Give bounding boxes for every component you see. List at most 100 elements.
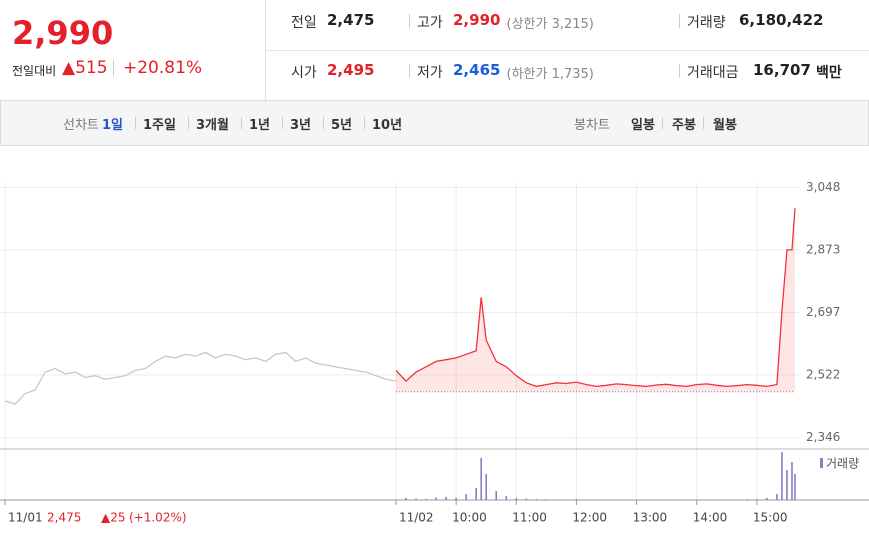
x-tick-label: 10:00 xyxy=(452,511,487,525)
period-tab[interactable]: 1주일 xyxy=(143,118,176,133)
volume-bar xyxy=(565,499,568,500)
candle-tab[interactable]: 주봉 xyxy=(672,118,696,133)
summary-extra: (하한가 1,735) xyxy=(506,67,594,82)
period-tab[interactable]: 1일 xyxy=(102,118,124,133)
prev-day-change: ▲25 xyxy=(101,511,126,525)
row-divider xyxy=(266,50,869,51)
volume-bar xyxy=(595,499,598,500)
separator xyxy=(188,117,189,129)
volume-bar xyxy=(705,499,708,500)
separator xyxy=(323,117,324,129)
volume-bar xyxy=(505,496,508,500)
price: 2,990 xyxy=(12,14,114,52)
volume-bar xyxy=(485,474,488,500)
summary-value: 2,475 xyxy=(327,11,375,29)
volume-bar xyxy=(746,499,748,500)
volume-bar xyxy=(545,499,548,500)
separator xyxy=(135,117,136,129)
quote-header: 2,990 전일대비 ▲515 +20.81% 전일 2,475 고가 2,990 (상… xyxy=(0,0,869,101)
volume-bar xyxy=(791,462,793,500)
volume-bar xyxy=(515,498,518,500)
separator xyxy=(703,117,704,129)
volume-bar xyxy=(480,458,482,500)
volume-bar xyxy=(756,499,758,500)
summary-label: 고가 xyxy=(417,15,443,31)
change-rate: +20.81% xyxy=(123,58,203,78)
volume-bar xyxy=(605,499,608,500)
y-tick-label: 2,346 xyxy=(806,430,840,444)
x-tick-label: 12:00 xyxy=(572,511,607,525)
volume-bar xyxy=(525,498,528,500)
volume-bar xyxy=(625,499,628,500)
volume-bar xyxy=(665,499,668,500)
candle-tab[interactable]: 일봉 xyxy=(631,118,655,133)
line xyxy=(395,208,796,388)
summary-label: 저가 xyxy=(417,65,443,81)
x-tick-label: 11/02 xyxy=(399,511,434,525)
volume-bar xyxy=(425,499,427,500)
candle-tab[interactable]: 월봉 xyxy=(713,118,737,133)
volume-bar xyxy=(405,498,407,500)
volume-bar xyxy=(736,499,738,500)
summary-unit: 백만 xyxy=(816,65,842,81)
period-tab[interactable]: 3년 xyxy=(290,118,312,133)
line-chart-label: 선차트 xyxy=(63,118,99,133)
y-tick-label: 2,522 xyxy=(806,367,840,381)
volume-bar xyxy=(766,498,768,500)
volume-bar xyxy=(685,499,688,500)
period-tab[interactable]: 5년 xyxy=(331,118,353,133)
summary-label: 거래대금 xyxy=(687,65,739,81)
change: ▲515 xyxy=(62,58,108,78)
period-tab[interactable]: 3개월 xyxy=(196,118,229,133)
volume-bar xyxy=(14,499,16,500)
prev-day-close: 2,475 xyxy=(47,511,81,525)
period-tab[interactable]: 10년 xyxy=(372,118,403,133)
price-box: 2,990 전일대비 ▲515 +20.81% xyxy=(0,0,266,100)
period-tab[interactable]: 1년 xyxy=(249,118,271,133)
volume-bar xyxy=(794,474,796,500)
volume-bar xyxy=(465,494,467,500)
separator xyxy=(679,64,680,78)
tab-bar: 선차트 1일 1주일 3개월 1년 3년 5년 10년 봉차트 일봉 주봉 월봉 xyxy=(0,100,869,146)
volume-bar xyxy=(415,498,417,500)
x-tick-label: 13:00 xyxy=(633,511,668,525)
legend-swatch xyxy=(820,458,823,468)
volume-bar xyxy=(776,494,778,500)
y-tick-label: 2,697 xyxy=(806,305,840,319)
summary-value: 2,990 xyxy=(453,11,501,29)
summary-label: 전일 xyxy=(291,15,317,31)
separator xyxy=(662,117,663,129)
area xyxy=(395,208,795,392)
chart: 3,048 2,873 2,697 2,522 2,346 11/01 11/02 10:00… xyxy=(0,180,869,525)
x-tick-label: 11/01 xyxy=(8,511,43,525)
separator xyxy=(282,117,283,129)
volume-bar xyxy=(455,498,457,500)
volume-bar xyxy=(435,497,437,500)
summary-value: 6,180,422 xyxy=(739,11,824,29)
separator xyxy=(409,64,410,78)
volume-bar xyxy=(535,499,538,500)
y-tick-label: 3,048 xyxy=(806,180,840,194)
change-label: 전일대비 xyxy=(12,64,57,78)
candle-chart-label: 봉차트 xyxy=(574,118,610,133)
volume-bar xyxy=(555,499,558,500)
separator xyxy=(113,60,114,76)
summary-extra: (상한가 3,215) xyxy=(506,17,594,32)
summary-value: 2,495 xyxy=(327,61,375,79)
x-tick-label: 14:00 xyxy=(693,511,728,525)
line xyxy=(4,351,397,405)
y-tick-label: 2,873 xyxy=(806,242,840,256)
separator xyxy=(409,14,410,28)
volume-bar xyxy=(495,491,498,500)
volume-bar xyxy=(445,497,447,500)
volume-bar xyxy=(781,452,783,500)
prev-day-rate: (+1.02%) xyxy=(129,511,187,525)
summary-value: 2,465 xyxy=(453,61,501,79)
legend-label: 거래량 xyxy=(826,457,859,471)
summary-value: 16,707 xyxy=(753,61,811,79)
volume-bar xyxy=(786,470,788,500)
x-tick-label: 15:00 xyxy=(753,511,788,525)
volume-bar xyxy=(726,499,728,500)
summary-label: 거래량 xyxy=(687,15,726,31)
